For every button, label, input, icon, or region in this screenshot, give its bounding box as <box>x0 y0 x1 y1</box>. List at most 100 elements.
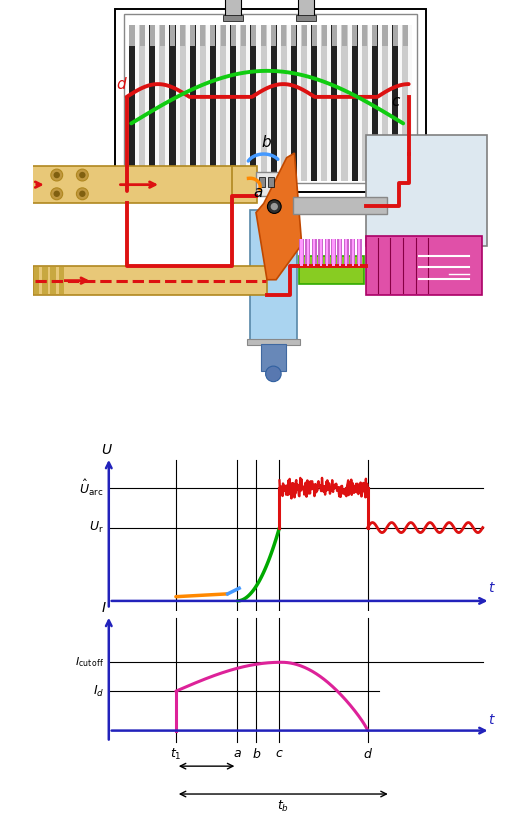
Text: $I_{\mathrm{cut\,off}}$: $I_{\mathrm{cut\,off}}$ <box>75 656 104 669</box>
Bar <box>299 239 304 266</box>
Bar <box>331 239 336 266</box>
Bar <box>382 25 388 46</box>
Bar <box>307 239 309 266</box>
Bar <box>291 25 297 46</box>
Bar <box>351 239 354 266</box>
Bar <box>326 239 328 266</box>
Bar <box>332 25 337 46</box>
Bar <box>332 239 335 266</box>
Bar <box>293 197 387 214</box>
Text: $t_b$: $t_b$ <box>277 799 289 814</box>
Bar <box>261 25 266 46</box>
Bar <box>200 25 206 180</box>
Bar <box>225 0 241 16</box>
Bar <box>129 25 135 180</box>
Bar <box>313 239 315 266</box>
Bar <box>180 25 185 46</box>
Bar <box>322 25 327 46</box>
Circle shape <box>51 188 63 199</box>
Text: $I$: $I$ <box>101 602 107 615</box>
Text: $t$: $t$ <box>488 582 496 596</box>
Text: $U$: $U$ <box>101 443 113 457</box>
Bar <box>342 25 348 180</box>
Bar <box>301 25 307 180</box>
Bar <box>362 25 367 46</box>
Circle shape <box>76 188 88 199</box>
Text: b: b <box>262 135 271 150</box>
Bar <box>256 172 281 195</box>
Bar <box>352 25 357 46</box>
Bar <box>42 268 48 294</box>
Bar <box>305 239 311 266</box>
Bar <box>321 25 327 180</box>
Bar <box>33 267 267 295</box>
Bar <box>160 25 165 46</box>
Bar <box>281 25 286 46</box>
Text: $b$: $b$ <box>252 747 261 760</box>
Bar <box>320 239 322 266</box>
Bar <box>179 25 186 180</box>
Circle shape <box>51 170 63 181</box>
Bar <box>301 25 306 46</box>
Bar <box>299 256 364 284</box>
Bar <box>402 25 408 180</box>
Bar <box>339 239 341 266</box>
Bar <box>28 166 234 204</box>
Circle shape <box>79 190 86 197</box>
Text: c: c <box>392 94 400 109</box>
Bar <box>357 239 361 266</box>
Bar <box>318 239 323 266</box>
Bar <box>200 25 206 46</box>
Bar <box>140 25 145 46</box>
Circle shape <box>79 172 86 179</box>
Bar <box>325 239 329 266</box>
Bar <box>241 25 246 46</box>
Bar <box>358 239 360 266</box>
Bar <box>344 239 349 266</box>
Bar <box>240 25 246 180</box>
Bar <box>231 25 236 46</box>
Bar <box>250 210 297 341</box>
Circle shape <box>266 366 281 381</box>
Bar <box>160 25 165 180</box>
Bar <box>59 268 64 294</box>
Bar <box>221 25 225 46</box>
Bar <box>281 25 287 180</box>
Bar <box>139 25 145 180</box>
Bar <box>351 25 358 180</box>
Bar <box>230 25 236 180</box>
Bar <box>115 9 426 192</box>
Bar <box>190 25 195 46</box>
Bar <box>271 25 276 46</box>
Bar <box>403 25 408 46</box>
Bar <box>270 25 277 180</box>
Bar <box>150 25 155 46</box>
Circle shape <box>53 190 60 197</box>
Bar <box>382 25 388 180</box>
Bar <box>342 25 347 46</box>
Bar <box>372 25 378 180</box>
Bar <box>210 25 216 180</box>
Bar <box>130 25 134 46</box>
Bar <box>337 239 343 266</box>
Text: d: d <box>116 77 126 92</box>
Bar <box>232 166 257 204</box>
Text: $\hat{U}_{\mathrm{arc}}$: $\hat{U}_{\mathrm{arc}}$ <box>79 478 104 498</box>
Bar <box>332 25 337 180</box>
Bar <box>50 268 56 294</box>
Bar <box>300 239 303 266</box>
Bar <box>345 239 347 266</box>
Bar <box>169 25 176 180</box>
Bar <box>296 15 316 21</box>
Bar <box>311 25 317 180</box>
Circle shape <box>267 199 281 214</box>
Bar <box>268 177 274 187</box>
Bar <box>366 135 487 246</box>
Text: $a$: $a$ <box>233 747 242 760</box>
Circle shape <box>76 170 88 181</box>
Bar <box>220 25 226 180</box>
Bar <box>170 25 175 46</box>
Bar <box>350 239 355 266</box>
Bar <box>260 344 286 371</box>
Text: $t_1$: $t_1$ <box>170 747 181 762</box>
